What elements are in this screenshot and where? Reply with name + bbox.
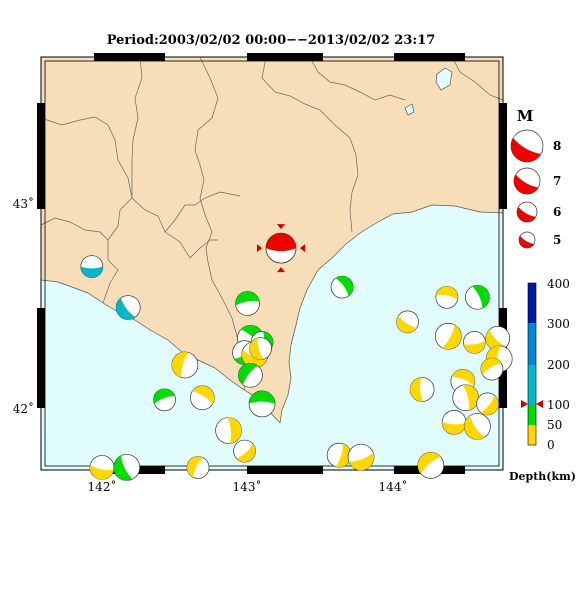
main-event[interactable] [256,224,305,273]
event-beachball [249,337,272,360]
event-beachball [463,331,486,354]
depth-bar-200-300 [528,323,536,365]
event-beachball [113,454,141,481]
events-layer [80,255,513,481]
event-beachball [235,291,260,316]
event-beachball [476,392,499,416]
depth-tick-label: 100 [547,398,570,412]
magnitude-legend-symbol [518,231,536,249]
event-beachball [464,413,491,440]
event-beachball [409,377,435,402]
x-tick-label: 143˚ [233,479,262,494]
event-beachball [238,362,263,388]
magnitude-legend-label: 8 [553,139,561,153]
event-beachball [441,410,467,435]
main-event-marker [256,244,262,253]
x-tick-label: 142˚ [88,479,117,494]
depth-marker-left [521,400,528,408]
main-event-marker [299,244,305,253]
y-tick-label: 43˚ [13,196,34,211]
event-beachball [171,351,199,379]
depth-tick-label: 400 [547,277,570,291]
admin-borders [40,56,504,391]
coast-islet [404,103,415,116]
event-beachball [480,357,504,381]
magnitude-legend-symbols [510,129,544,249]
event-beachball [326,442,352,468]
event-beachball [233,439,256,463]
magnitude-legend-label: 7 [553,174,561,188]
depth-bar-100-200 [528,365,536,405]
main-event-compression [265,233,296,252]
event-beachball [434,322,462,350]
magnitude-legend-label: 5 [553,233,561,247]
lake [435,67,453,91]
event-beachball [396,310,419,334]
magnitude-legend-title: M [517,107,534,125]
event-beachball [347,443,375,471]
x-tick-label: 144˚ [379,479,408,494]
event-beachball [190,385,215,411]
event-beachball [89,455,115,480]
axis-labels: 142˚ 143˚ 144˚ 43˚ 42˚ [13,196,408,494]
depth-marker-right [536,400,543,408]
magnitude-legend-symbol [516,201,538,223]
map-title: Period:2003/02/02 00:00−−2013/02/02 23:1… [107,33,436,48]
magnitude-legend: M 8 7 6 5 [510,107,561,249]
event-beachball [215,417,242,444]
depth-tick-label: 200 [547,358,570,372]
event-beachball [80,255,104,278]
depth-bar-0-50 [528,425,536,445]
event-beachball [153,388,176,412]
depth-legend-label: Depth(km) [509,470,576,483]
main-event-marker [276,267,285,273]
event-beachball [115,295,141,320]
magnitude-legend-symbol [513,167,541,195]
magnitude-legend-label: 6 [553,205,561,219]
event-beachball [435,285,459,309]
event-beachball [186,456,210,479]
event-beachball [452,384,480,412]
depth-tick-label: 50 [547,418,562,432]
depth-tick-label: 0 [547,438,555,452]
magnitude-legend-symbol [510,129,544,163]
depth-bar-50-100 [528,405,536,425]
event-beachball [330,275,354,299]
main-event-marker [276,224,285,230]
depth-legend: 400 300 200 100 50 0 Depth(km) [509,277,576,483]
event-beachball [465,284,490,310]
event-beachball [248,390,276,418]
event-beachball [417,452,445,479]
depth-bar-300-400 [528,283,536,323]
y-tick-label: 42˚ [13,401,34,416]
depth-tick-label: 300 [547,317,570,331]
